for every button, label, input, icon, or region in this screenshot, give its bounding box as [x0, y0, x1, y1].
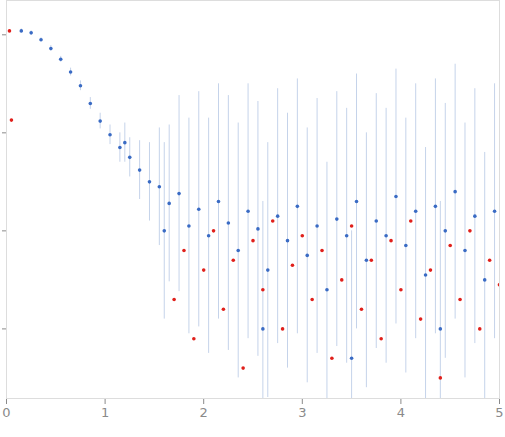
svg-text:2: 2 — [200, 405, 208, 420]
svg-text:0: 0 — [2, 405, 10, 420]
svg-text:5: 5 — [495, 405, 503, 420]
svg-text:1: 1 — [101, 405, 109, 420]
svg-text:3: 3 — [298, 405, 306, 420]
svg-text:4: 4 — [397, 405, 405, 420]
